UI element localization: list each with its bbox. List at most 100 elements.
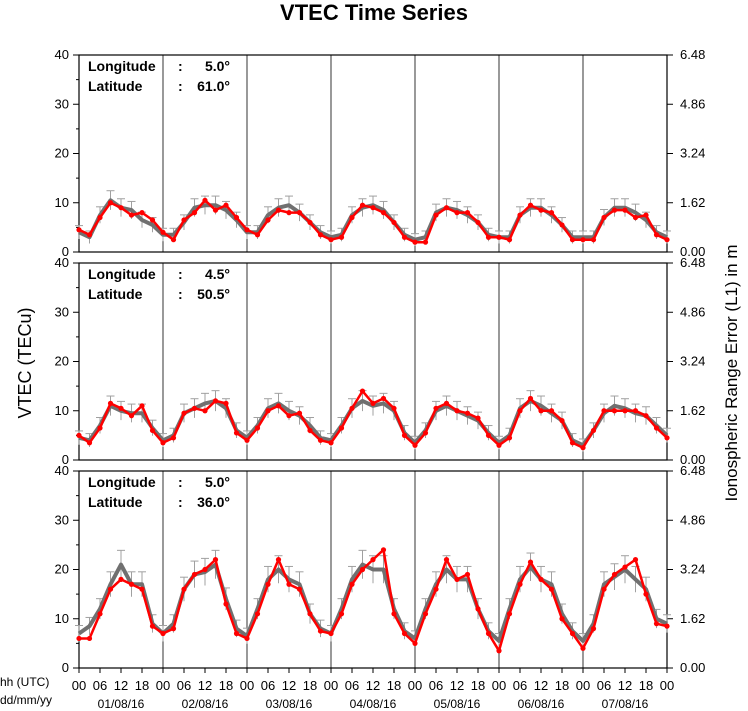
observed-point — [317, 232, 324, 238]
y-tick-label: 0 — [62, 244, 69, 259]
observed-point — [580, 645, 586, 651]
observed-point — [170, 626, 177, 632]
y-axis-label-left: VTEC (TECu) — [15, 307, 35, 418]
y-right-tick-label: 0.00 — [680, 452, 705, 467]
observed-point — [611, 408, 618, 414]
x-tick-label: 00 — [156, 678, 170, 693]
observed-point — [391, 611, 397, 617]
observed-point — [170, 237, 177, 243]
observed-point — [149, 623, 156, 629]
observed-point — [380, 547, 387, 553]
x-tick-label: 18 — [639, 678, 653, 693]
observed-point — [475, 219, 481, 226]
observed-point — [307, 219, 313, 226]
x-tick-label: 12 — [366, 678, 380, 693]
observed-point — [380, 395, 387, 402]
observed-point — [275, 403, 282, 409]
x-tick-label: 12 — [114, 678, 128, 693]
observed-point — [202, 566, 208, 573]
observed-point — [391, 405, 397, 411]
observed-point — [496, 234, 502, 240]
observed-point — [611, 207, 618, 213]
y-tick-label: 40 — [55, 463, 69, 478]
observed-point — [548, 408, 555, 414]
y-right-tick-label: 1.62 — [680, 611, 705, 626]
latitude-value: 61.0° — [197, 78, 230, 94]
observed-point — [454, 210, 460, 216]
observed-point — [464, 571, 471, 578]
observed-point — [601, 214, 607, 221]
observed-point — [118, 576, 124, 582]
observed-point — [265, 408, 271, 414]
observed-point — [569, 630, 576, 637]
observed-point — [349, 214, 355, 221]
observed-point — [517, 581, 523, 587]
observed-point — [422, 239, 429, 245]
observed-point — [317, 628, 324, 634]
observed-point — [370, 400, 376, 406]
x-tick-label: 18 — [219, 678, 233, 693]
x-day-label: 02/08/16 — [182, 697, 229, 711]
x-day-label: 03/08/16 — [266, 697, 313, 711]
observed-point — [212, 398, 219, 404]
chart-title: VTEC Time Series — [280, 0, 468, 25]
x-tick-label: 06 — [345, 678, 359, 693]
panel-frame — [78, 262, 668, 461]
observed-point — [275, 207, 282, 213]
observed-point — [454, 408, 460, 414]
observed-point — [349, 581, 355, 587]
observed-point — [76, 227, 82, 233]
observed-point — [527, 559, 534, 565]
observed-point — [433, 212, 439, 218]
x-tick-label: 12 — [282, 678, 296, 693]
observed-point — [97, 425, 103, 431]
x-day-label: 07/08/16 — [602, 697, 649, 711]
observed-point — [370, 205, 376, 211]
x-tick-label: 00 — [492, 678, 506, 693]
x-axis-row1-label: hh (UTC) — [0, 675, 49, 689]
observed-point — [296, 410, 303, 416]
observed-point — [559, 418, 565, 424]
x-day-label: 05/08/16 — [434, 697, 481, 711]
observed-point — [412, 442, 418, 448]
observed-point — [139, 403, 145, 409]
y-tick-label: 30 — [55, 304, 69, 319]
observed-point — [275, 557, 282, 563]
x-tick-label: 00 — [72, 678, 86, 693]
observed-point — [590, 237, 597, 243]
longitude-value: 4.5° — [205, 266, 230, 282]
observed-point — [464, 210, 471, 216]
observed-point — [139, 586, 145, 592]
y-right-tick-label: 6.48 — [680, 255, 705, 270]
observed-point — [527, 395, 534, 402]
observed-point — [443, 205, 450, 211]
observed-point — [160, 630, 166, 637]
y-tick-label: 40 — [55, 47, 69, 62]
observed-point — [622, 564, 628, 570]
observed-point — [548, 210, 555, 216]
y-right-tick-label: 4.86 — [680, 304, 705, 319]
observed-point — [97, 611, 103, 617]
observed-point — [601, 586, 607, 592]
observed-point — [107, 200, 114, 206]
observed-point — [244, 227, 250, 233]
observed-point — [517, 408, 523, 414]
observed-point — [265, 217, 271, 223]
observed-point — [170, 435, 177, 441]
observed-point — [454, 576, 460, 582]
x-tick-label: 18 — [555, 678, 569, 693]
observed-point — [412, 640, 418, 646]
panels-layer: 0102030400.001.623.244.866.48Longitude:5… — [55, 47, 706, 675]
observed-point — [86, 232, 93, 238]
x-tick-label: 06 — [177, 678, 191, 693]
observed-point — [380, 210, 387, 216]
observed-point — [601, 408, 607, 414]
observed-point — [412, 239, 418, 245]
y-axis-label-right: Ionospheric Range Error (L1) in m — [722, 244, 741, 501]
observed-point — [664, 237, 670, 243]
observed-point — [307, 427, 313, 434]
observed-point — [359, 202, 366, 208]
panel-1: 0 10 20 30 40 0.00 1.62 3.24 4.86 6.48 Longitude: 5… — [55, 47, 706, 259]
observed-point — [401, 234, 408, 240]
y-tick-label: 40 — [55, 255, 69, 270]
